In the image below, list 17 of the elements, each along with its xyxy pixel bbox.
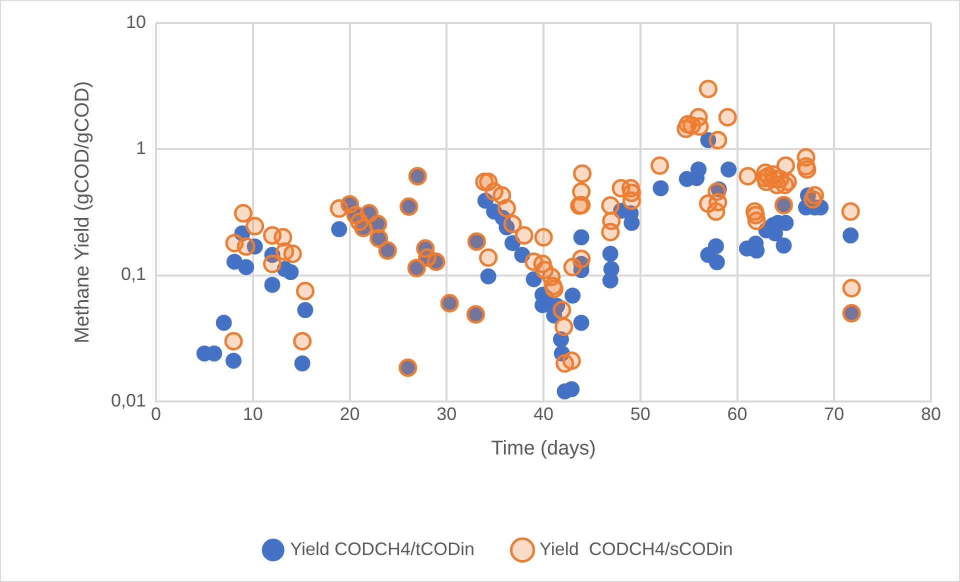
y-tick-label: 1 [136,138,146,158]
x-tick-label: 70 [824,404,844,424]
y-tick-label: 0,01 [110,390,146,410]
x-tick-label: 80 [920,404,942,424]
x-tick-label: 10 [242,404,263,424]
x-tick-label: 0 [151,404,162,424]
y-tick-label: 10 [126,12,146,32]
x-tick-label: 60 [727,404,748,424]
x-tick-label: 20 [340,404,360,424]
legend-label: Yield CODCH4/sCODin [540,538,733,559]
x-tick-label: 40 [534,404,554,424]
legend-label: Yield CODCH4/tCODin [290,538,475,559]
x-axis-title: Time (days) [491,438,596,460]
x-tick-label: 50 [630,404,650,424]
y-tick-label: 0,1 [121,264,146,284]
y-axis-title: Methane Yield (gCOD/gCOD) [72,81,94,344]
x-tick-label: 30 [436,404,457,424]
